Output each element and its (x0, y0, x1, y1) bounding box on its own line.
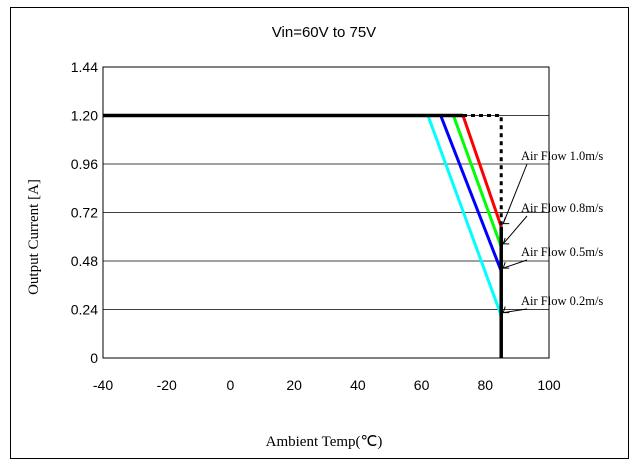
x-tick-label: 0 (227, 377, 235, 393)
series-label-1: Air Flow 0.8m/s (521, 201, 603, 215)
y-tick-label: 1.44 (71, 59, 98, 75)
x-tick-label: 80 (477, 377, 493, 393)
x-tick-labels: -40 -20 0 20 40 60 80 100 (93, 377, 561, 393)
chart-border (10, 7, 629, 459)
x-tick-label: 100 (537, 377, 561, 393)
x-axis-label: Ambient Temp(℃) (266, 434, 383, 450)
leader-line-1 (502, 215, 528, 245)
limit-dotted-line (462, 114, 503, 227)
y-tick-labels: 0 0.24 0.48 0.72 0.96 1.20 1.44 (71, 59, 98, 366)
leader-line-3 (503, 308, 528, 314)
x-tick-label: 20 (286, 377, 302, 393)
plot-area (102, 66, 550, 359)
y-axis-label: Output Current [A] (26, 179, 42, 295)
y-tick-label: 0 (90, 350, 98, 366)
leader-line-0 (502, 163, 528, 224)
series-label-3: Air Flow 0.2m/s (521, 294, 603, 308)
x-tick-label: -40 (93, 377, 113, 393)
x-tick-label: 40 (350, 377, 366, 393)
limit-lines (103, 113, 503, 358)
y-tick-label: 1.20 (71, 108, 98, 124)
y-tick-label: 0.72 (71, 205, 98, 221)
leader-line-2 (503, 259, 528, 269)
leader-arrow-3 (502, 306, 510, 314)
chart-title: Vin=60V to 75V (272, 24, 376, 41)
x-tick-label: 60 (414, 377, 430, 393)
annotations: Air Flow 1.0m/s Air Flow 0.8m/s Air Flow 0… (502, 149, 603, 314)
series-label-0: Air Flow 1.0m/s (521, 149, 603, 163)
leader-arrow-1 (502, 237, 510, 245)
series-label-2: Air Flow 0.5m/s (521, 245, 603, 259)
leader-arrow-0 (502, 217, 510, 225)
y-tick-label: 0.24 (71, 302, 98, 318)
y-tick-label: 0.48 (71, 253, 98, 269)
x-tick-label: -20 (157, 377, 177, 393)
y-tick-label: 0.96 (71, 156, 98, 172)
leader-arrow-2 (502, 261, 510, 269)
